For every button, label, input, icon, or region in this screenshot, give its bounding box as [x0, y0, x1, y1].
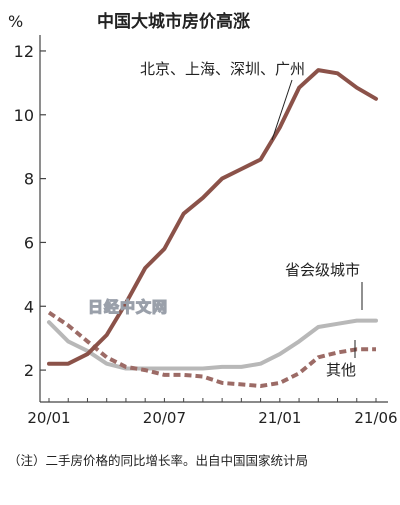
watermark: 日经中文网 — [88, 298, 168, 316]
y-tick-label: 12 — [14, 42, 34, 61]
x-tick-label: 20/01 — [27, 409, 70, 427]
y-tick-label: 6 — [24, 233, 34, 252]
leader-line-tier1 — [271, 79, 293, 141]
y-tick-label: 8 — [24, 170, 34, 189]
series-line-0 — [47, 68, 378, 366]
y-axis: 2 4 6 8 10 12 — [14, 42, 46, 380]
x-tick-label: 21/06 — [354, 409, 397, 427]
series-label-others: 其他 — [326, 361, 356, 379]
series-line-2 — [47, 310, 376, 388]
series-label-tier1: 北京、上海、深圳、广州 — [140, 60, 305, 78]
x-tick-label: 20/07 — [143, 409, 186, 427]
chart: 中国大城市房价高涨 % 2 4 6 8 10 12 20/01 20/07 21/01 21/0… — [8, 11, 398, 427]
y-tick-label: 2 — [24, 361, 34, 380]
series-label-provincial: 省会级城市 — [285, 261, 360, 279]
y-tick-label: 10 — [14, 106, 34, 125]
y-unit-label: % — [8, 12, 23, 31]
x-axis: 20/01 20/07 21/01 21/06 — [27, 398, 398, 427]
chart-title: 中国大城市房价高涨 — [97, 11, 250, 32]
footnote: （注）二手房价格的同比增长率。出自中国国家统计局 — [8, 453, 309, 468]
y-tick-label: 4 — [24, 297, 34, 316]
x-tick-label: 21/01 — [258, 409, 301, 427]
series-lines — [47, 68, 378, 388]
series-line-1 — [47, 318, 378, 371]
